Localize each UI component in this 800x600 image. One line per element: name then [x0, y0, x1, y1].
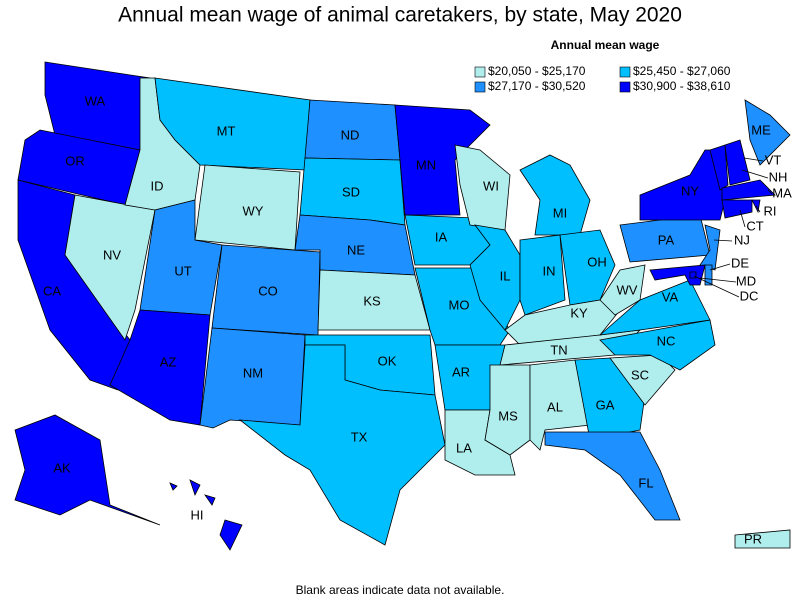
state	[598, 279, 711, 336]
state	[609, 354, 676, 406]
state-label: CO	[258, 283, 278, 298]
state-label: ME	[751, 122, 771, 137]
state-label: NC	[657, 333, 676, 348]
state	[744, 99, 791, 166]
state-label: TN	[550, 342, 567, 357]
legend-swatch	[619, 66, 631, 78]
legend-swatch	[474, 81, 486, 93]
state-label: MT	[217, 123, 236, 138]
state-label: VA	[662, 289, 679, 304]
state-label: IN	[543, 263, 556, 278]
state-label: OR	[65, 153, 85, 168]
state-label: VT	[765, 152, 782, 167]
footnote: Blank areas indicate data not available.	[296, 583, 505, 597]
state	[599, 264, 646, 316]
states: WA OR CA NV ID MT WY UT CO AZ NM ND SD NE KS OK TX MN IA MO…	[14, 61, 792, 551]
state	[689, 271, 697, 279]
state	[238, 344, 446, 546]
state-label: IL	[500, 268, 511, 283]
state-label: DE	[731, 255, 749, 270]
state-label: MA	[772, 185, 792, 200]
legend-swatch	[619, 81, 631, 93]
state-label: KY	[570, 305, 588, 320]
state-label: MS	[498, 408, 518, 423]
state-label: HI	[191, 507, 204, 522]
legend-label: $30,900 - $38,610	[633, 79, 731, 93]
state-label: NM	[243, 365, 263, 380]
legend-label: $25,450 - $27,060	[633, 64, 731, 78]
leader-line	[693, 275, 740, 298]
state-label: LA	[456, 440, 472, 455]
state	[169, 482, 178, 491]
state	[204, 494, 216, 506]
state	[721, 179, 776, 201]
state-label: MN	[416, 157, 436, 172]
state	[519, 234, 566, 316]
state	[109, 309, 211, 426]
state-label: PR	[744, 531, 762, 546]
state-label: MI	[553, 205, 567, 220]
legend-label: $20,050 - $25,170	[488, 64, 586, 78]
state-label: IA	[435, 229, 448, 244]
leader-line	[739, 209, 746, 228]
state	[394, 104, 491, 216]
state-label: CA	[43, 283, 61, 298]
leader-line	[741, 169, 769, 179]
state-label: NJ	[734, 232, 750, 247]
state-label: ND	[341, 127, 360, 142]
state-label: SC	[631, 367, 649, 382]
state-label: CT	[746, 218, 763, 233]
leader-line	[713, 239, 733, 242]
state	[734, 529, 791, 549]
state-label: FL	[638, 475, 653, 490]
state	[14, 414, 161, 526]
state-label: GA	[596, 397, 615, 412]
state-label: NE	[347, 242, 365, 257]
legend-title: Annual mean wage	[551, 38, 660, 52]
state-label: RI	[764, 203, 777, 218]
leader-line	[709, 263, 731, 271]
state-label: ID	[151, 178, 164, 193]
state	[519, 154, 591, 236]
leader-line	[767, 189, 773, 195]
state-label: DC	[740, 288, 759, 303]
legend-label: $27,170 - $30,520	[488, 79, 586, 93]
leader-line	[755, 205, 761, 213]
state-label: MO	[449, 297, 470, 312]
state-label: NH	[769, 169, 788, 184]
state-label: UT	[174, 263, 191, 278]
state	[649, 264, 706, 286]
state-label: WV	[617, 282, 638, 297]
legend-swatch	[474, 66, 486, 78]
state-label: WI	[483, 178, 499, 193]
state-label: KS	[363, 293, 381, 308]
leader-line	[699, 277, 737, 283]
state	[724, 139, 751, 186]
state	[189, 479, 201, 497]
state	[544, 431, 681, 521]
map-title: Annual mean wage of animal caretakers, b…	[118, 4, 682, 27]
state-label: NY	[681, 183, 699, 198]
state-label: AL	[547, 399, 563, 414]
state-label: WY	[243, 203, 264, 218]
state-label: AZ	[160, 354, 177, 369]
legend: $20,050 - $25,170 $25,450 - $27,060 $27,17…	[474, 64, 731, 93]
state-label: OH	[587, 254, 607, 269]
state-label: AK	[53, 460, 71, 475]
state-label: SD	[342, 184, 360, 199]
state-label: OK	[378, 353, 397, 368]
state-label: TX	[351, 429, 368, 444]
state	[709, 144, 729, 191]
state-label: NV	[103, 247, 121, 262]
state-label: MD	[736, 273, 756, 288]
state	[219, 519, 243, 551]
state	[559, 229, 616, 306]
state	[721, 199, 753, 219]
state-label: WA	[85, 93, 106, 108]
state-label: AR	[452, 364, 470, 379]
state-label: PA	[658, 232, 675, 247]
